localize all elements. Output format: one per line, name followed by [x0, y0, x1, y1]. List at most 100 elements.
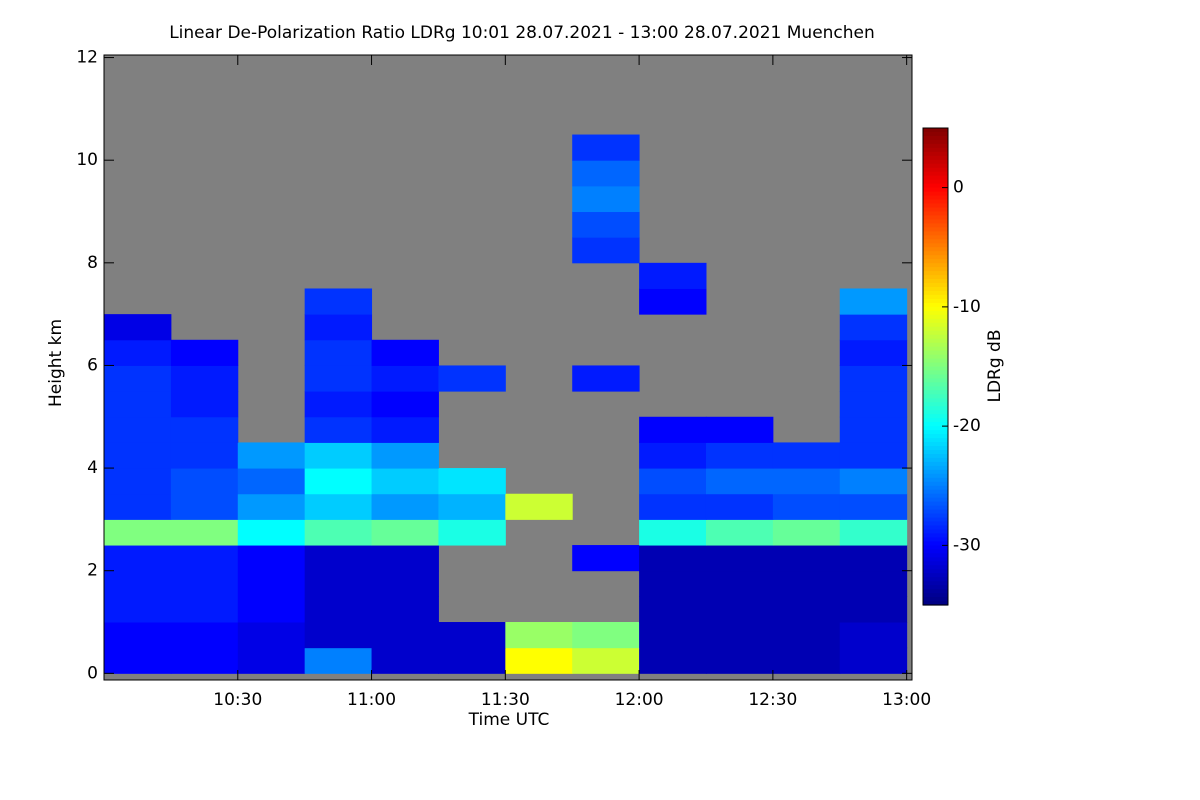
plot-frame [103, 54, 913, 681]
heatmap-cell [705, 570, 774, 597]
heatmap-cell [237, 596, 306, 623]
heatmap-cell [170, 622, 239, 649]
heatmap-cell [104, 442, 172, 469]
colorbar-strip [923, 581, 948, 586]
colorbar-strip [923, 525, 948, 531]
heatmap-cell [304, 570, 373, 597]
colorbar-strip [923, 509, 948, 515]
heatmap-cell [237, 519, 306, 546]
heatmap-cell [572, 365, 640, 392]
colorbar-strip [923, 267, 948, 272]
colorbar-strip [923, 171, 948, 177]
heatmap-cell [304, 365, 373, 392]
heatmap-cell [371, 570, 439, 597]
colorbar-strip [923, 151, 948, 157]
colorbar-strip [923, 259, 948, 264]
colorbar-strip [923, 557, 948, 562]
heatmap-cell [304, 622, 373, 649]
heatmap-cell [104, 339, 172, 366]
colorbar-strip [923, 410, 948, 415]
heatmap-cell [170, 339, 239, 366]
heatmap-cell [304, 647, 373, 674]
colorbar-strip [923, 533, 948, 539]
y-tick-label: 0 [87, 663, 98, 683]
heatmap-cell [170, 493, 239, 520]
colorbar-strip [923, 398, 948, 403]
colorbar-strip [923, 422, 948, 427]
colorbar-strip [923, 139, 948, 145]
heatmap-cell [438, 519, 506, 546]
x-tick-label: 11:30 [481, 690, 530, 710]
heatmap-cell [639, 416, 707, 443]
heatmap-cell [505, 493, 573, 520]
colorbar-strip [923, 394, 948, 399]
heatmap-cell [170, 545, 239, 572]
heatmap-cell [839, 365, 908, 392]
heatmap-cell [839, 314, 908, 341]
colorbar-strip [923, 402, 948, 407]
heatmap-cell [104, 493, 172, 520]
colorbar-tick-label: -30 [953, 535, 981, 555]
y-tick-label: 2 [87, 561, 98, 581]
x-tick-label: 13:00 [882, 690, 931, 710]
colorbar-strip [923, 350, 948, 356]
heatmap-cell [705, 519, 774, 546]
y-tick-label: 8 [87, 253, 98, 273]
heatmap-cell [639, 493, 707, 520]
colorbar-strip [923, 211, 948, 217]
heatmap-cell [639, 545, 707, 572]
heatmap-cell [104, 545, 172, 572]
heatmap-cell [371, 545, 439, 572]
heatmap-cell [104, 596, 172, 623]
heatmap-cell [772, 442, 841, 469]
plot-area [104, 55, 912, 680]
heatmap-cell [572, 160, 640, 187]
heatmap-cell [371, 622, 439, 649]
colorbar-label: LDRg dB [985, 329, 1005, 402]
heatmap-cell [839, 468, 908, 495]
colorbar-strip [923, 513, 948, 519]
heatmap-cell [705, 468, 774, 495]
x-tick-label: 11:00 [347, 690, 396, 710]
colorbar-strip [923, 477, 948, 483]
colorbar-strip [923, 593, 948, 598]
colorbar-strip [923, 199, 948, 205]
colorbar-strip [923, 565, 948, 570]
heatmap-cell [104, 622, 172, 649]
colorbar-strip [923, 290, 948, 296]
colorbar-strip [923, 191, 948, 197]
colorbar-strip [923, 362, 948, 368]
colorbar-strip [923, 453, 948, 459]
heatmap-cell [639, 570, 707, 597]
colorbar-strip [923, 406, 948, 411]
colorbar-strip [923, 318, 948, 324]
heatmap-cell [438, 468, 506, 495]
heatmap-cell [104, 365, 172, 392]
colorbar-strip [923, 298, 948, 304]
colorbar-frame [922, 127, 949, 606]
colorbar-strip [923, 446, 948, 451]
colorbar-strip [923, 183, 948, 189]
heatmap-cell [839, 339, 908, 366]
colorbar-strip [923, 163, 948, 169]
heatmap-cell [237, 468, 306, 495]
colorbar-strip [923, 378, 948, 383]
colorbar-strip [923, 489, 948, 495]
colorbar-strip [923, 473, 948, 479]
colorbar-strip [923, 283, 948, 288]
colorbar-strip [923, 131, 948, 137]
heatmap-cell [371, 339, 439, 366]
colorbar-strip [923, 541, 948, 546]
heatmap-cell [839, 570, 908, 597]
colorbar-strip [923, 255, 948, 260]
heatmap-cell [438, 647, 506, 674]
colorbar-strip [923, 418, 948, 423]
colorbar-strip [923, 143, 948, 149]
colorbar-strip [923, 243, 948, 248]
colorbar-strip [923, 330, 948, 336]
heatmap-cell [104, 391, 172, 418]
heatmap-cell [237, 570, 306, 597]
colorbar-strip [923, 227, 948, 232]
heatmap-cell [572, 237, 640, 264]
heatmap-cell [104, 570, 172, 597]
